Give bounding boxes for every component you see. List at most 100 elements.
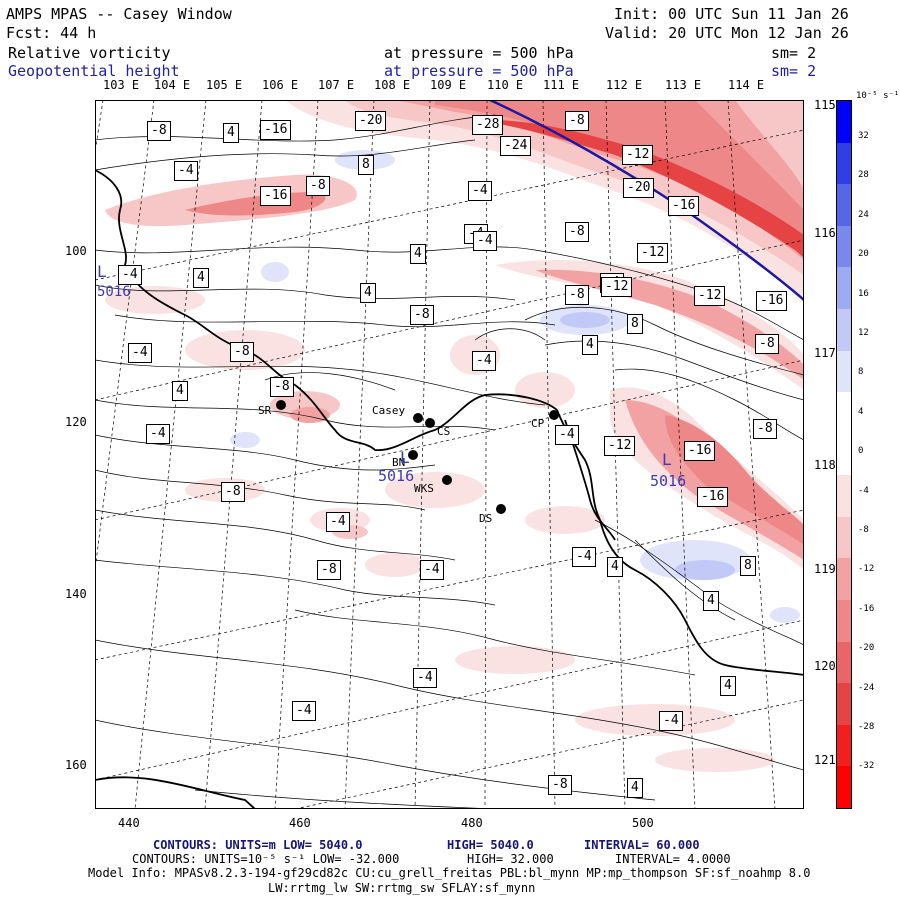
colorbar-segment — [837, 516, 851, 559]
footer-vorticity-high: HIGH= 32.000 — [467, 852, 554, 866]
contour-label: 4 — [193, 268, 209, 288]
contour-label: 8 — [740, 556, 756, 576]
colorbar-label: -16 — [858, 603, 875, 614]
contour-label: 4 — [360, 283, 376, 303]
contour-label: 4 — [703, 591, 719, 611]
footer-height-high: HIGH= 5040.0 — [447, 838, 534, 852]
colorbar-segment — [837, 392, 851, 435]
footer-vorticity-interval: INTERVAL= 4.0000 — [615, 852, 731, 866]
contour-label: 4 — [607, 557, 623, 577]
contour-label: 8 — [358, 155, 374, 175]
contour-label: -8 — [565, 111, 589, 131]
colorbar — [836, 100, 852, 809]
contour-label: -16 — [684, 441, 716, 461]
x-tick-label: 480 — [461, 816, 483, 830]
colorbar-label: -32 — [858, 761, 875, 772]
contour-label: -8 — [230, 342, 254, 362]
station-label-bn: BN — [392, 456, 406, 469]
contour-label: 4 — [172, 381, 188, 401]
colorbar-label: -4 — [858, 485, 869, 496]
field2-smoothing: sm= 2 — [771, 62, 817, 80]
contour-label: -4 — [420, 560, 444, 580]
lon-label: 103 E — [103, 78, 140, 92]
colorbar-label: -12 — [858, 564, 875, 575]
lon-label: 109 E — [430, 78, 467, 92]
y-tick-label: 100 — [65, 244, 87, 258]
contour-label: -8 — [755, 334, 779, 354]
contour-label: -12 — [637, 243, 669, 263]
field2-level: at pressure = 500 hPa — [384, 62, 574, 80]
contour-label: -12 — [694, 286, 726, 306]
station-label-cp: CP — [531, 417, 545, 430]
low-center-symbol: L — [400, 448, 410, 467]
station-label-ds: DS — [479, 512, 493, 525]
colorbar-segment — [837, 101, 851, 144]
contour-label: -16 — [260, 120, 292, 140]
forecast-hour: Fcst: 44 h — [6, 24, 97, 42]
footer-contours-vorticity: CONTOURS: UNITS=10⁻⁵ s⁻¹ LOW= -32.000 — [132, 852, 400, 866]
vorticity-shading-positive — [230, 150, 800, 623]
y-tick-label: 120 — [65, 415, 87, 429]
colorbar-segment — [837, 558, 851, 601]
station-dot — [408, 450, 418, 460]
lon-label: 114 E — [728, 78, 765, 92]
station-label-casey: Casey — [372, 404, 406, 417]
x-tick-label: 440 — [118, 816, 140, 830]
lon-label: 108 E — [374, 78, 411, 92]
lon-label: 106 E — [262, 78, 299, 92]
station-label-wks: WKS — [414, 482, 434, 495]
colorbar-segment — [837, 641, 851, 684]
station-label-cs: CS — [437, 425, 451, 438]
lon-label: 111 E — [543, 78, 580, 92]
contour-label: -4 — [128, 343, 152, 363]
station-dot — [413, 413, 423, 423]
colorbar-segment — [837, 433, 851, 476]
contour-label: 4 — [410, 244, 426, 264]
contour-label: 4 — [582, 335, 598, 355]
colorbar-label: -28 — [858, 722, 875, 732]
contour-label: -8 — [565, 222, 589, 242]
colorbar-label: 24 — [858, 209, 869, 220]
contour-label: -16 — [756, 291, 788, 311]
footer-model-info: Model Info: MPASv8.2.3-194-gf29cd82c CU:… — [88, 866, 811, 880]
x-tick-label: 500 — [632, 816, 654, 830]
colorbar-segment — [837, 225, 851, 268]
field1-level: at pressure = 500 hPa — [384, 44, 574, 62]
colorbar-label: 4 — [858, 406, 864, 417]
colorbar-segment — [837, 350, 851, 393]
colorbar-label: 8 — [858, 367, 864, 378]
colorbar-label: -20 — [858, 643, 875, 654]
colorbar-label: 32 — [858, 131, 869, 141]
station-markers — [276, 400, 559, 514]
low-center-value: 5016 — [650, 472, 687, 490]
field1-smoothing: sm= 2 — [771, 44, 817, 62]
contour-label: -4 — [473, 231, 497, 251]
contour-label: -24 — [500, 136, 532, 156]
station-dot — [276, 400, 286, 410]
latlon-grid — [95, 100, 804, 809]
contour-label: -8 — [147, 121, 171, 141]
contour-label: -8 — [306, 176, 330, 196]
contour-label: -4 — [292, 701, 316, 721]
contour-label: -8 — [410, 305, 434, 325]
plot-title: AMPS MPAS -- Casey Window — [6, 5, 232, 23]
contour-label: -20 — [355, 111, 387, 131]
contour-label: 8 — [627, 314, 643, 334]
colorbar-label: 28 — [858, 170, 869, 181]
footer-height-interval: INTERVAL= 60.000 — [584, 838, 700, 852]
low-center-symbol: L — [662, 450, 672, 469]
contour-label: -4 — [659, 711, 683, 731]
colorbar-segment — [837, 308, 851, 352]
field1-name: Relative vorticity — [8, 44, 171, 62]
colorbar-segment — [837, 683, 851, 726]
contour-label: -4 — [555, 425, 579, 445]
contour-label: -4 — [472, 351, 496, 371]
colorbar-segment — [837, 600, 851, 643]
colorbar-label: 20 — [858, 249, 869, 260]
contour-label: -28 — [472, 115, 504, 135]
contour-label: -12 — [604, 436, 636, 456]
contour-label: -4 — [413, 668, 437, 688]
contour-label: 4 — [627, 778, 643, 798]
station-dot — [549, 410, 559, 420]
coastline — [95, 169, 804, 809]
